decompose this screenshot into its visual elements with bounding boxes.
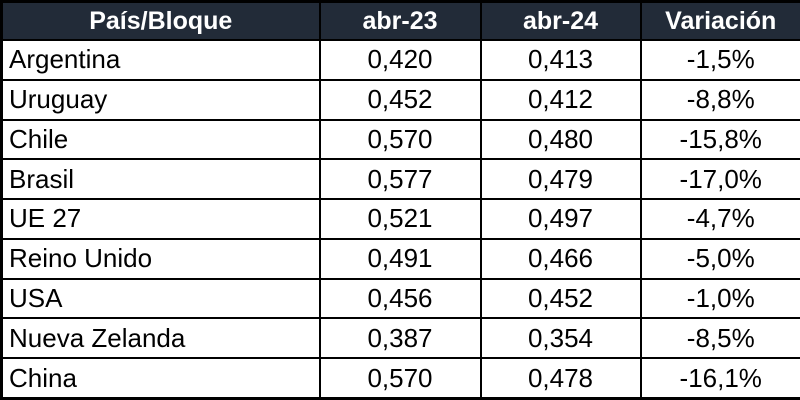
abr23-cell: 0,387 xyxy=(318,317,482,360)
abr24-cell: 0,480 xyxy=(479,118,642,161)
variation-cell: -15,8% xyxy=(639,118,800,161)
abr23-cell: 0,570 xyxy=(318,357,482,400)
abr23-cell: 0,420 xyxy=(318,39,482,81)
abr24-cell: 0,412 xyxy=(479,78,642,121)
table-row-ue27: UE 27 0,521 0,497 -4,7% xyxy=(0,198,800,240)
abr23-cell: 0,456 xyxy=(318,277,482,320)
abr23-cell: 0,570 xyxy=(318,118,482,161)
table-row-reino-unido: Reino Unido 0,491 0,466 -5,0% xyxy=(0,237,800,280)
abr23-cell: 0,491 xyxy=(318,237,482,280)
country-cell: Uruguay xyxy=(0,78,321,121)
variation-cell: -1,5% xyxy=(639,39,800,81)
variation-cell: -5,0% xyxy=(639,237,800,280)
header-row: País/Bloque abr-23 abr-24 Variación xyxy=(0,0,800,41)
table-row-chile: Chile 0,570 0,480 -15,8% xyxy=(0,118,800,161)
country-cell: USA xyxy=(0,277,321,320)
abr24-cell: 0,497 xyxy=(479,198,642,240)
abr23-cell: 0,577 xyxy=(318,158,482,201)
abr24-cell: 0,479 xyxy=(479,158,642,201)
country-cell: Argentina xyxy=(0,39,321,81)
variation-cell: -17,0% xyxy=(639,158,800,201)
column-header-abr-24: abr-24 xyxy=(479,0,642,41)
table-row-nueva-zelanda: Nueva Zelanda 0,387 0,354 -8,5% xyxy=(0,317,800,360)
column-header-pais-bloque: País/Bloque xyxy=(0,0,321,41)
abr24-cell: 0,466 xyxy=(479,237,642,280)
variation-cell: -16,1% xyxy=(639,357,800,400)
country-cell: Chile xyxy=(0,118,321,161)
country-cell: China xyxy=(0,357,321,400)
abr24-cell: 0,478 xyxy=(479,357,642,400)
table-row-usa: USA 0,456 0,452 -1,0% xyxy=(0,277,800,320)
abr23-cell: 0,452 xyxy=(318,78,482,121)
country-cell: Nueva Zelanda xyxy=(0,317,321,360)
table-row-china: China 0,570 0,478 -16,1% xyxy=(0,357,800,400)
table-row-brasil: Brasil 0,577 0,479 -17,0% xyxy=(0,158,800,201)
country-cell: UE 27 xyxy=(0,198,321,240)
variation-cell: -4,7% xyxy=(639,198,800,240)
table-row-uruguay: Uruguay 0,452 0,412 -8,8% xyxy=(0,78,800,121)
column-header-abr-23: abr-23 xyxy=(318,0,482,41)
variation-cell: -8,5% xyxy=(639,317,800,360)
variation-cell: -1,0% xyxy=(639,277,800,320)
table-row-argentina: Argentina 0,420 0,413 -1,5% xyxy=(0,39,800,81)
abr24-cell: 0,354 xyxy=(479,317,642,360)
variation-cell: -8,8% xyxy=(639,78,800,121)
abr24-cell: 0,413 xyxy=(479,39,642,81)
abr24-cell: 0,452 xyxy=(479,277,642,320)
country-cell: Reino Unido xyxy=(0,237,321,280)
abr23-cell: 0,521 xyxy=(318,198,482,240)
country-cell: Brasil xyxy=(0,158,321,201)
column-header-variacion: Variación xyxy=(639,0,800,41)
